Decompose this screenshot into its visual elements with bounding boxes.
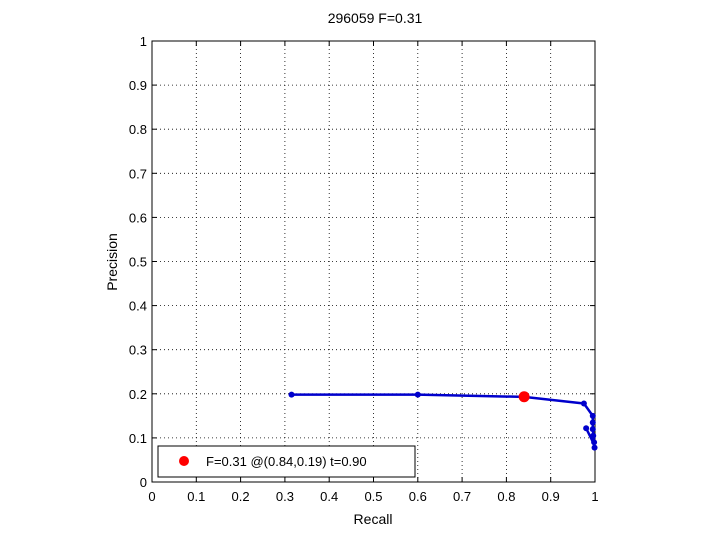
x-tick-label: 0.1 [187,489,205,504]
x-tick-label: 1 [591,489,598,504]
x-axis-label: Recall [354,511,393,527]
pr-point [589,412,596,419]
pr-point [589,419,596,426]
legend: F=0.31 @(0.84,0.19) t=0.90 [157,445,416,478]
pr-point [590,432,597,439]
chart-title: 296059 F=0.31 [328,10,423,26]
pr-point [591,444,598,451]
x-tick-label: 0.8 [497,489,515,504]
pr-point [591,439,598,446]
y-tick-label: 0.8 [129,122,147,137]
y-tick-label: 0.3 [129,343,147,358]
x-tick-label: 0.7 [453,489,471,504]
y-tick-label: 0.6 [129,210,147,225]
y-axis-label: Precision [104,233,120,291]
pr-point [288,391,295,398]
x-tick-label: 0.2 [232,489,250,504]
x-tick-label: 0.9 [542,489,560,504]
grid [152,41,595,482]
axis-ticks: 0 0.1 0.2 0.3 0.4 0.5 0.6 0.7 0.8 0.9 1 0 0.1 0.2 0.3 0… [129,34,599,504]
x-tick-label: 0.3 [276,489,294,504]
series-layer [288,391,598,451]
y-tick-label: 0 [140,475,147,490]
x-tick-label: 0 [148,489,155,504]
pr-point [583,425,590,432]
x-tick-label: 0.4 [320,489,338,504]
y-tick-label: 0.4 [129,299,147,314]
y-tick-label: 0.1 [129,431,147,446]
pr-point [589,426,596,433]
x-tick-label: 0.5 [364,489,382,504]
legend-marker [179,456,189,466]
y-tick-label: 0.5 [129,255,147,270]
y-tick-label: 0.2 [129,387,147,402]
pr-curve [291,393,596,451]
best-f-point [518,391,530,403]
legend-box [157,445,416,478]
y-tick-label: 0.9 [129,78,147,93]
y-tick-label: 0.7 [129,166,147,181]
pr-point [414,391,421,398]
pr-point [580,400,587,407]
x-tick-label: 0.6 [409,489,427,504]
y-tick-label: 1 [140,34,147,49]
legend-text: F=0.31 @(0.84,0.19) t=0.90 [206,454,367,469]
